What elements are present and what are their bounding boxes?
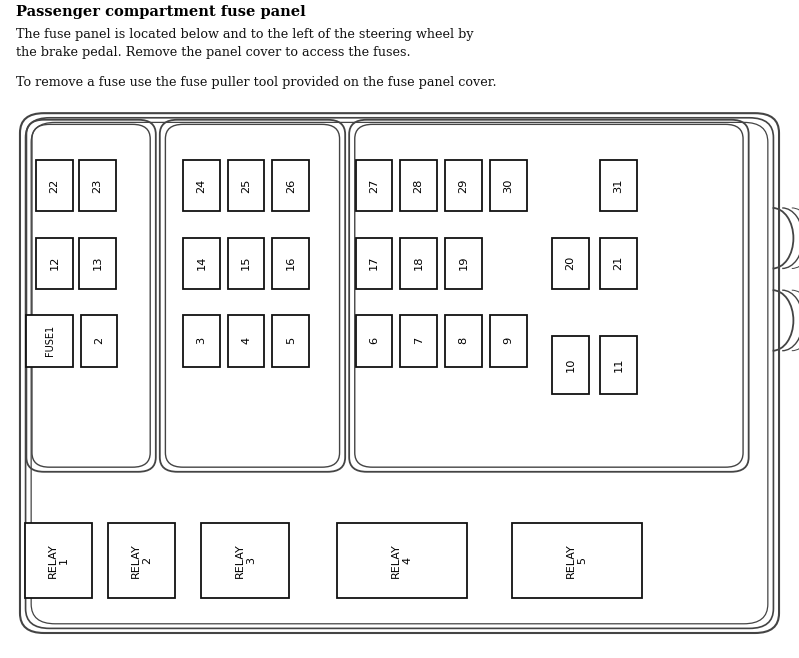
- Bar: [36, 238, 73, 289]
- Text: 10: 10: [566, 358, 575, 372]
- Text: 2: 2: [94, 338, 104, 344]
- Text: 20: 20: [566, 256, 575, 270]
- Text: 14: 14: [197, 256, 206, 270]
- Text: RELAY
2: RELAY 2: [130, 544, 153, 578]
- Text: RELAY
4: RELAY 4: [391, 544, 413, 578]
- Bar: [272, 315, 309, 367]
- Bar: [183, 315, 220, 367]
- Text: 18: 18: [414, 256, 423, 270]
- Text: 24: 24: [197, 178, 206, 193]
- Text: 7: 7: [414, 337, 423, 345]
- Text: 31: 31: [614, 178, 623, 193]
- Bar: [183, 160, 220, 211]
- Text: 3: 3: [197, 337, 206, 345]
- Bar: [108, 522, 175, 599]
- Bar: [228, 238, 264, 289]
- Bar: [552, 336, 589, 394]
- Text: 11: 11: [614, 358, 623, 372]
- Bar: [272, 238, 309, 289]
- Bar: [552, 238, 589, 289]
- Text: Passenger compartment fuse panel: Passenger compartment fuse panel: [16, 5, 306, 19]
- Text: 17: 17: [369, 256, 379, 270]
- Bar: [79, 160, 116, 211]
- Bar: [512, 522, 642, 599]
- Bar: [356, 238, 392, 289]
- Bar: [81, 315, 117, 367]
- Bar: [400, 315, 437, 367]
- Text: 25: 25: [241, 178, 251, 193]
- Text: 9: 9: [503, 337, 513, 345]
- Bar: [400, 160, 437, 211]
- Text: 4: 4: [241, 338, 251, 344]
- Text: FUSE1: FUSE1: [45, 325, 54, 357]
- Text: 12: 12: [50, 256, 59, 270]
- Text: RELAY
3: RELAY 3: [234, 544, 256, 578]
- Bar: [445, 315, 482, 367]
- Bar: [600, 160, 637, 211]
- Bar: [490, 315, 527, 367]
- Bar: [25, 522, 92, 599]
- Text: 30: 30: [503, 178, 513, 193]
- Text: 15: 15: [241, 256, 251, 270]
- Text: 19: 19: [459, 256, 468, 270]
- Text: 28: 28: [414, 178, 423, 193]
- Text: To remove a fuse use the fuse puller tool provided on the fuse panel cover.: To remove a fuse use the fuse puller too…: [16, 76, 497, 89]
- Bar: [356, 315, 392, 367]
- Text: 6: 6: [369, 338, 379, 344]
- Bar: [600, 336, 637, 394]
- Bar: [400, 238, 437, 289]
- Text: 5: 5: [286, 337, 296, 345]
- Text: 8: 8: [459, 337, 468, 345]
- Bar: [600, 238, 637, 289]
- Bar: [490, 160, 527, 211]
- Text: 27: 27: [369, 178, 379, 193]
- Text: The fuse panel is located below and to the left of the steering wheel by
the bra: The fuse panel is located below and to t…: [16, 28, 474, 59]
- Bar: [356, 160, 392, 211]
- Bar: [183, 238, 220, 289]
- Bar: [272, 160, 309, 211]
- Text: 22: 22: [50, 178, 59, 193]
- Bar: [228, 160, 264, 211]
- Bar: [201, 522, 289, 599]
- Text: 13: 13: [93, 256, 102, 270]
- Text: 21: 21: [614, 256, 623, 270]
- Text: 29: 29: [459, 178, 468, 193]
- Text: 16: 16: [286, 256, 296, 270]
- Text: 23: 23: [93, 178, 102, 193]
- Bar: [445, 160, 482, 211]
- Text: RELAY
1: RELAY 1: [47, 544, 70, 578]
- Bar: [228, 315, 264, 367]
- Bar: [445, 238, 482, 289]
- Bar: [79, 238, 116, 289]
- Text: RELAY
5: RELAY 5: [566, 544, 588, 578]
- Bar: [36, 160, 73, 211]
- Text: 26: 26: [286, 178, 296, 193]
- Bar: [26, 315, 73, 367]
- Bar: [337, 522, 467, 599]
